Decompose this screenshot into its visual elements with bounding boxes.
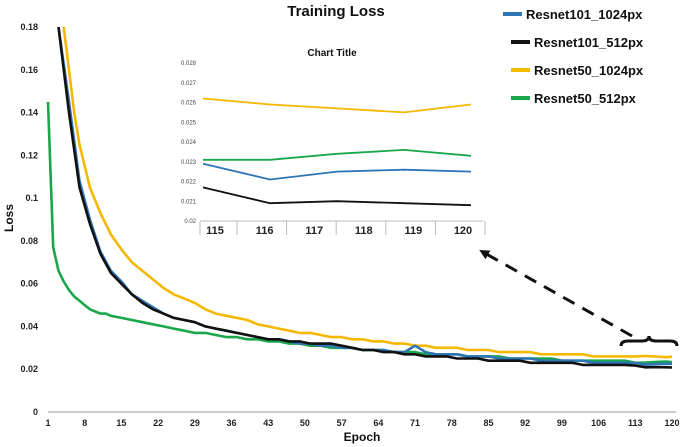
inset-y-tick-label: 0.023: [181, 160, 197, 166]
inset-axes: 115 116 117 118 119 120 0.02 0.021 0.022 0.023 0.0…: [181, 61, 486, 237]
zoom-brace: [619, 335, 679, 347]
inset-plot-area: [202, 97, 472, 207]
legend-item: Resnet50_1024px: [511, 63, 644, 78]
inset-series-line-resnet50-1024px: [202, 97, 472, 114]
x-tick-label: 78: [447, 418, 457, 428]
inset-x-tick-label: 116: [256, 225, 274, 237]
inset-y-tick-label: 0.022: [181, 180, 197, 186]
y-tick-label: 0.02: [20, 364, 38, 374]
y-axis-label: Loss: [2, 204, 16, 232]
y-tick-label: 0.08: [20, 236, 38, 246]
x-tick-label: 85: [483, 418, 493, 428]
legend: Resnet101_1024px Resnet101_512px Resnet5…: [503, 7, 644, 106]
legend-item: Resnet101_512px: [511, 35, 644, 50]
legend-label: Resnet50_512px: [534, 91, 637, 106]
y-tick-label: 0.16: [20, 65, 38, 75]
inset-x-tick-label: 115: [206, 225, 224, 237]
series-line-resnet50-1024px: [62, 26, 673, 359]
zoom-arrow: [479, 249, 633, 338]
chart-title: Training Loss: [287, 3, 385, 20]
inset-chart: Chart Title 115 116 117 118 119 120 0.02 0.021 0…: [181, 48, 486, 237]
inset-series-line-resnet101-512px: [202, 186, 472, 207]
inset-y-tick-label: 0.028: [181, 61, 197, 67]
x-tick-label: 106: [591, 418, 606, 428]
y-tick-label: 0: [33, 407, 38, 417]
inset-x-tick-label: 120: [454, 225, 472, 237]
inset-x-tick-label: 118: [355, 225, 373, 237]
inset-y-tick-label: 0.026: [181, 101, 197, 107]
x-tick-label: 15: [116, 418, 126, 428]
x-tick-label: 22: [153, 418, 163, 428]
main-plot-area: [46, 26, 673, 369]
x-tick-label: 92: [520, 418, 530, 428]
series-line-resnet101-512px: [57, 26, 673, 369]
main-axes: 0 0.02 0.04 0.06 0.08 0.1 0.12 0.14 0.16 0.18 1 8 15…: [20, 22, 679, 428]
legend-label: Resnet101_1024px: [526, 7, 643, 22]
x-axis-label: Epoch: [344, 430, 381, 444]
inset-series-line-resnet101-1024px: [202, 162, 472, 181]
inset-y-tick-label: 0.021: [181, 199, 197, 205]
inset-y-tick-label: 0.025: [181, 120, 197, 126]
legend-label: Resnet101_512px: [534, 35, 644, 50]
inset-chart-title: Chart Title: [307, 48, 357, 59]
legend-item: Resnet101_1024px: [503, 7, 643, 22]
legend-item: Resnet50_512px: [511, 91, 637, 106]
inset-y-tick-label: 0.02: [184, 219, 196, 225]
inset-x-tick-label: 117: [305, 225, 323, 237]
x-tick-label: 50: [300, 418, 310, 428]
y-tick-label: 0.06: [20, 279, 38, 289]
inset-y-tick-label: 0.027: [181, 81, 197, 87]
x-tick-label: 57: [337, 418, 347, 428]
inset-series-line-resnet50-512px: [203, 148, 472, 161]
legend-label: Resnet50_1024px: [534, 63, 644, 78]
x-tick-label: 36: [227, 418, 237, 428]
x-tick-label: 99: [557, 418, 567, 428]
x-tick-label: 29: [190, 418, 200, 428]
x-tick-label: 71: [410, 418, 420, 428]
x-tick-label: 8: [82, 418, 87, 428]
y-tick-label: 0.14: [20, 108, 38, 118]
y-tick-label: 0.04: [20, 321, 38, 331]
y-tick-label: 0.18: [20, 22, 38, 32]
inset-y-tick-label: 0.024: [181, 140, 197, 146]
inset-x-tick-label: 119: [405, 225, 423, 237]
x-tick-label: 1: [45, 418, 50, 428]
x-tick-label: 64: [373, 418, 383, 428]
y-tick-label: 0.1: [25, 193, 38, 203]
y-tick-label: 0.12: [20, 150, 38, 160]
x-tick-label: 43: [263, 418, 273, 428]
x-tick-label: 120: [664, 418, 679, 428]
x-tick-label: 113: [628, 418, 643, 428]
